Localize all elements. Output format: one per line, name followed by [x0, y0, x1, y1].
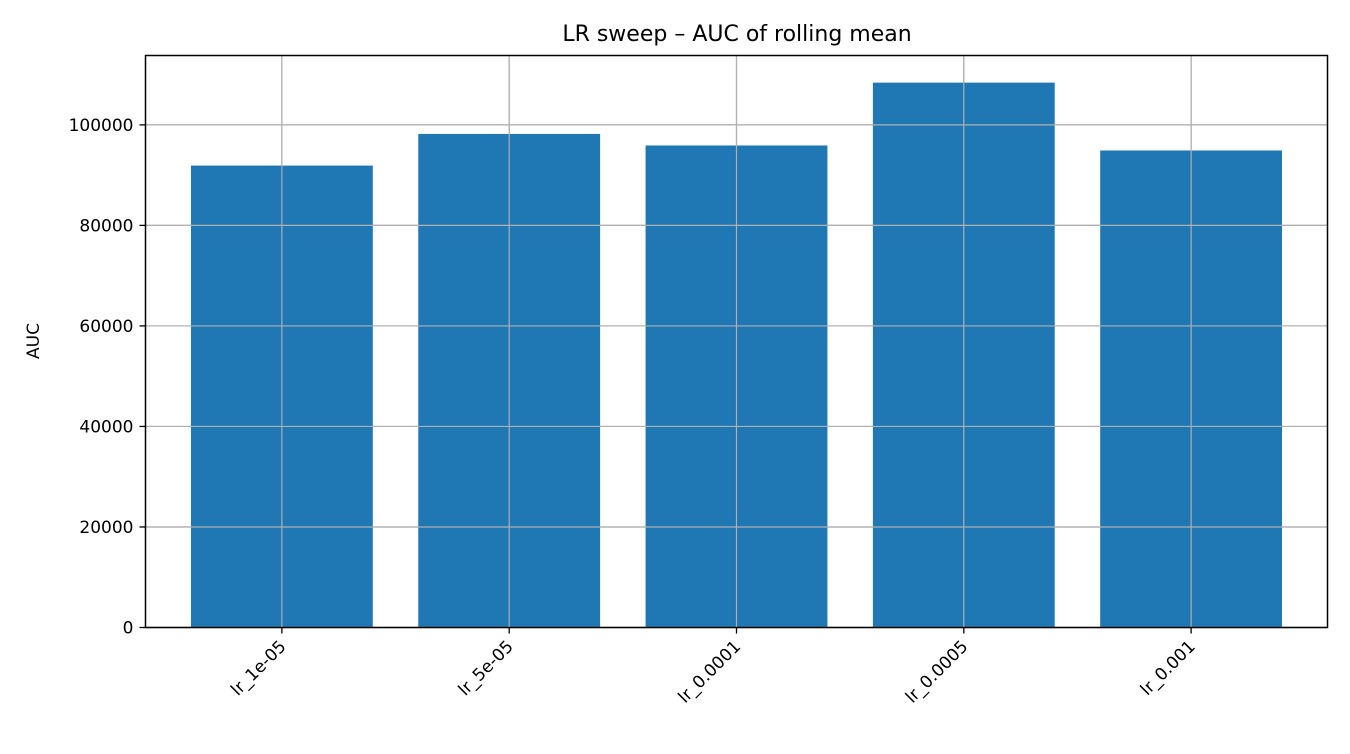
y-axis-label: AUC: [24, 323, 44, 359]
y-tick-label: 40000: [79, 417, 133, 437]
y-tick-label: 100000: [69, 116, 134, 136]
x-tick-label: lr_5e-05: [455, 637, 518, 700]
y-tick-label: 80000: [79, 216, 133, 236]
x-tick-label: lr_0.001: [1137, 637, 1200, 700]
y-tick-label: 20000: [79, 518, 133, 538]
plot-frame: [144, 54, 1329, 629]
chart-title: LR sweep – AUC of rolling mean: [562, 22, 911, 47]
x-tick-label: lr_1e-05: [227, 637, 290, 700]
y-tick-label: 60000: [79, 317, 133, 337]
x-tick-label: lr_0.0001: [675, 637, 746, 708]
y-tick-label: 0: [123, 619, 134, 639]
x-tick-label: lr_0.0005: [902, 637, 973, 708]
